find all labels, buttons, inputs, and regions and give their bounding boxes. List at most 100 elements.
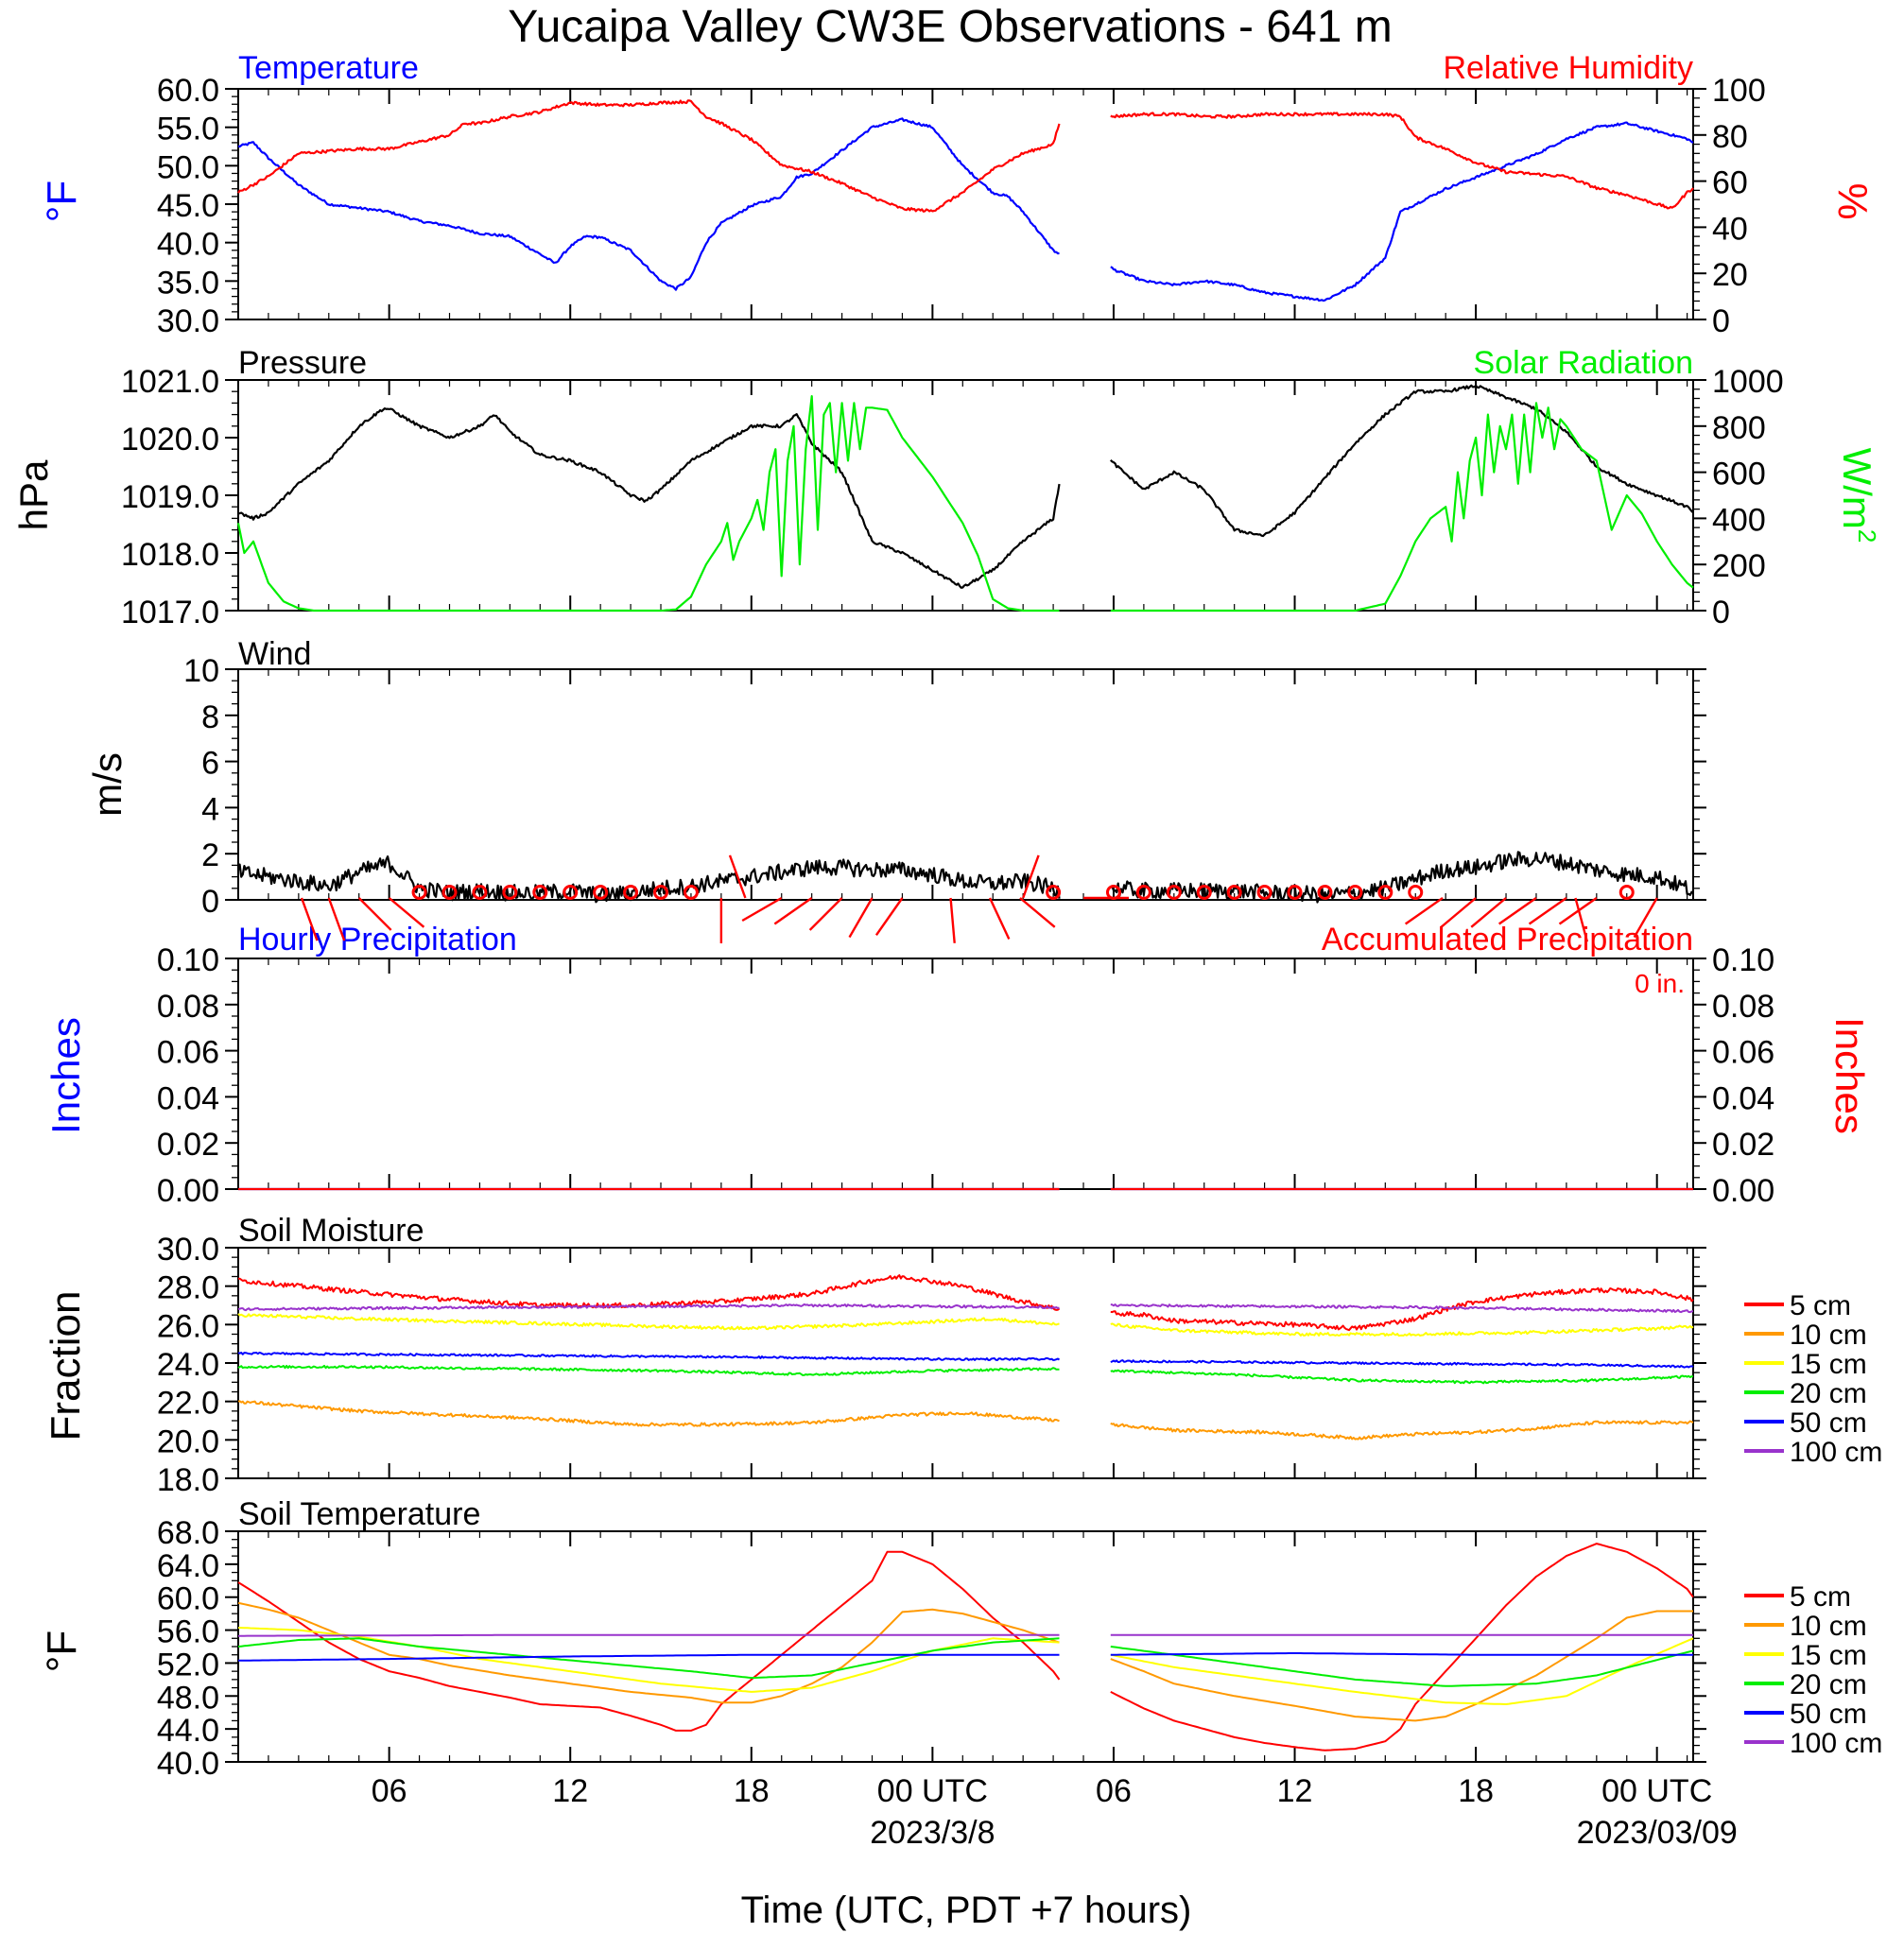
series-line-5-cm	[1110, 1286, 1694, 1332]
series-line-50-cm	[238, 1653, 1060, 1662]
legend-label: 20 cm	[1790, 1378, 1867, 1409]
pressure-ylabel: hPa	[11, 459, 56, 530]
left-tick-label: 0.10	[157, 942, 219, 978]
hourly-precip-title: Hourly Precipitation	[238, 922, 517, 958]
wind-barb	[1019, 897, 1056, 928]
wind-barb-calm	[502, 885, 518, 900]
wind-barb-calm	[653, 885, 669, 900]
wind-barb-calm	[1105, 885, 1121, 900]
right-tick-label: 0.06	[1712, 1035, 1774, 1071]
wind-barb	[848, 897, 874, 939]
series-line-50-cm	[237, 1352, 1061, 1361]
series-line-wind-speed	[236, 855, 1061, 904]
left-tick-label: 0.00	[157, 1173, 219, 1209]
wind-barb	[1528, 897, 1567, 925]
left-tick-label: 26.0	[157, 1308, 219, 1344]
panel-temperature: 60.055.050.045.040.035.030.0 100 80 60 40 20 0	[157, 73, 1766, 339]
series-line-solar-radiation	[236, 395, 1060, 613]
x-tick-label: 12	[552, 1773, 588, 1809]
series-line-temperature	[1110, 121, 1694, 302]
solar-title: Solar Radiation	[1474, 345, 1693, 381]
legend-label: 5 cm	[1790, 1290, 1851, 1321]
hourly-precip-ylabel: Inches	[43, 1017, 88, 1134]
right-tick-label: 100	[1712, 73, 1766, 109]
right-tick-label: 40	[1712, 211, 1748, 247]
left-tick-label: 55.0	[157, 112, 219, 147]
series-line-15-cm	[1110, 1637, 1694, 1705]
solar-ylabel-sup: 2	[1853, 529, 1881, 543]
wind-barb	[327, 897, 346, 941]
wind-barb	[388, 897, 425, 928]
series-line-20-cm	[1110, 1646, 1694, 1687]
wind-barb	[949, 897, 956, 943]
right-tick-label: 1000	[1712, 364, 1784, 400]
left-tick-label: 18.0	[157, 1462, 219, 1498]
left-tick-label: 1020.0	[121, 422, 219, 457]
series-line-20-cm	[1110, 1369, 1694, 1385]
left-tick-label: 35.0	[157, 265, 219, 301]
wind-barb	[773, 897, 813, 925]
legend-label: 5 cm	[1790, 1581, 1851, 1613]
left-tick-label: 4	[201, 791, 219, 827]
accum-precip-ylabel: Inches	[1827, 1017, 1872, 1134]
x-tick-label: 06	[372, 1773, 407, 1809]
left-tick-label: 22.0	[157, 1386, 219, 1422]
right-tick-label: 0.04	[1712, 1080, 1774, 1116]
humidity-ylabel: %	[1829, 182, 1876, 219]
humidity-title: Relative Humidity	[1443, 50, 1693, 86]
x-tick-label: 00 UTC	[1601, 1773, 1712, 1809]
x-axis-label: Time (UTC, PDT +7 hours)	[741, 1890, 1192, 1931]
wind-barb	[1633, 897, 1658, 939]
wind-barb	[1574, 897, 1589, 942]
series-line-15-cm	[1110, 1322, 1694, 1337]
series-line-10-cm	[237, 1601, 1060, 1704]
wind-barb-calm	[411, 885, 427, 900]
series-line-5-cm	[1110, 1543, 1694, 1752]
wind-barb	[874, 897, 904, 937]
left-tick-label: 48.0	[157, 1680, 219, 1716]
x-date-label: 2023/03/09	[1577, 1815, 1738, 1851]
soil-temperature-title: Soil Temperature	[238, 1496, 480, 1532]
series-line-relative-humidity	[1110, 112, 1694, 210]
left-tick-label: 6	[201, 746, 219, 782]
wind-barb	[300, 897, 319, 941]
series-line-pressure	[1109, 384, 1694, 538]
right-tick-label: 0	[1712, 303, 1730, 339]
soil-moisture-ylabel: Fraction	[43, 1291, 89, 1441]
panel-frame-pressure	[237, 379, 1694, 612]
x-tick-label: 12	[1277, 1773, 1313, 1809]
accum-precip-title: Accumulated Precipitation	[1322, 922, 1693, 958]
wind-barb-calm	[1256, 885, 1272, 900]
x-tick-label: 00 UTC	[877, 1773, 988, 1809]
left-tick-label: 60.0	[157, 1581, 219, 1617]
wind-barb	[988, 897, 1011, 940]
legend-label: 10 cm	[1790, 1611, 1867, 1642]
series-line-wind-speed	[1110, 851, 1694, 904]
wind-barb	[1404, 897, 1444, 925]
right-tick-label: 0.00	[1712, 1173, 1774, 1209]
series-line-solar-radiation	[1110, 402, 1694, 613]
series-line-relative-humidity	[237, 99, 1061, 213]
left-tick-label: 1021.0	[121, 364, 219, 400]
series-line-50-cm	[1110, 1652, 1693, 1656]
legend-label: 50 cm	[1790, 1407, 1867, 1439]
right-tick-label: 800	[1712, 410, 1766, 446]
series-line-pressure	[237, 407, 1061, 589]
legend-label: 15 cm	[1790, 1349, 1867, 1380]
left-tick-label: 0.08	[157, 989, 219, 1025]
series-line-20-cm	[237, 1364, 1060, 1376]
accum-precip-total: 0 in.	[1635, 969, 1685, 998]
right-tick-label: 200	[1712, 548, 1766, 584]
left-tick-label: 0.02	[157, 1127, 219, 1163]
left-tick-label: 0	[201, 884, 219, 920]
pressure-title: Pressure	[238, 345, 367, 381]
left-tick-label: 8	[201, 699, 219, 735]
chart-title: Yucaipa Valley CW3E Observations - 641 m	[508, 2, 1393, 52]
wind-barb-calm	[472, 885, 488, 900]
left-tick-label: 45.0	[157, 188, 219, 224]
wind-barb-calm	[1196, 885, 1212, 900]
right-tick-label: 0.10	[1712, 942, 1774, 978]
left-tick-label: 0.04	[157, 1080, 219, 1116]
